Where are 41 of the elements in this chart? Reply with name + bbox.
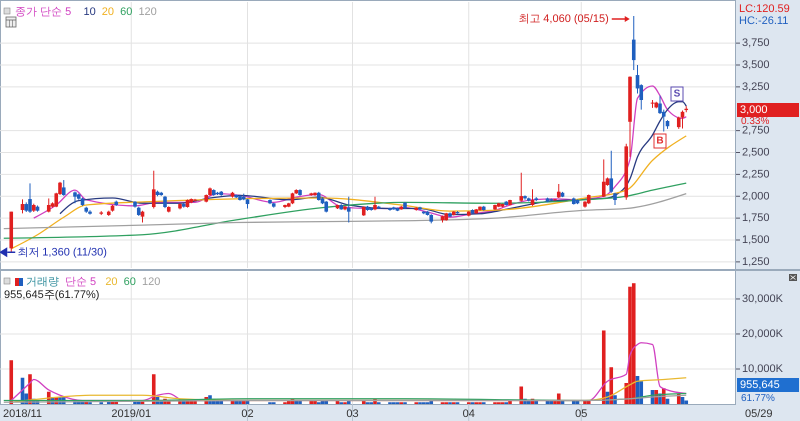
x-tick-label: 05 (575, 408, 588, 420)
y-tick-label: 2,500 (742, 146, 770, 158)
x-tick-label: 02 (241, 408, 254, 420)
annotation: 최저 1,360 (11/30) (17, 246, 107, 258)
y-tick-label: 3,750 (742, 37, 770, 50)
text: 955,645 (740, 379, 780, 391)
y-tick-label: 2,000 (742, 190, 770, 202)
y-tick-label: 1,750 (742, 212, 770, 224)
y-tick-label: 2,750 (742, 124, 770, 137)
y-tick-label: 10,000K (742, 362, 784, 375)
annotation: S (674, 88, 681, 100)
text: 05/29 (745, 408, 773, 420)
x-tick-label: 03 (346, 408, 359, 420)
text: 61.77% (741, 393, 776, 404)
text: 20 (102, 6, 114, 18)
x-tick-label: 04 (462, 408, 475, 420)
text: 2018/11 (3, 408, 42, 420)
y-tick-label: 30,000K (742, 292, 784, 305)
legend-label: 거래량 (26, 276, 59, 288)
y-tick-label: 1,500 (742, 234, 770, 246)
y-tick-label: 20,000K (742, 328, 784, 340)
y-tick-label: 1,250 (742, 256, 770, 268)
y-tick-label: 2,250 (742, 168, 770, 180)
annotation: 최고 4,060 (05/15) (518, 13, 609, 25)
annotation: 955,645주(61.77%) (4, 289, 100, 301)
text: 60 (124, 276, 136, 288)
text: 20 (105, 276, 118, 288)
text: HC:-26.11 (739, 15, 788, 27)
y-tick-label: 3,500 (742, 59, 770, 71)
text: 60 (120, 6, 132, 18)
x-tick-label: 2019/01 (111, 408, 152, 420)
text: 0.33% (741, 116, 770, 127)
text: 10 (83, 6, 96, 18)
text: 단순 5 (65, 276, 96, 288)
text: 3,000 (740, 104, 768, 116)
y-tick-label: 3,250 (742, 80, 770, 93)
annotation: B (656, 136, 664, 146)
text: 120 (142, 276, 160, 288)
text: 종가 단순 5 (15, 6, 72, 18)
text: 120 (138, 6, 157, 18)
text: LC:120.59 (739, 3, 790, 15)
